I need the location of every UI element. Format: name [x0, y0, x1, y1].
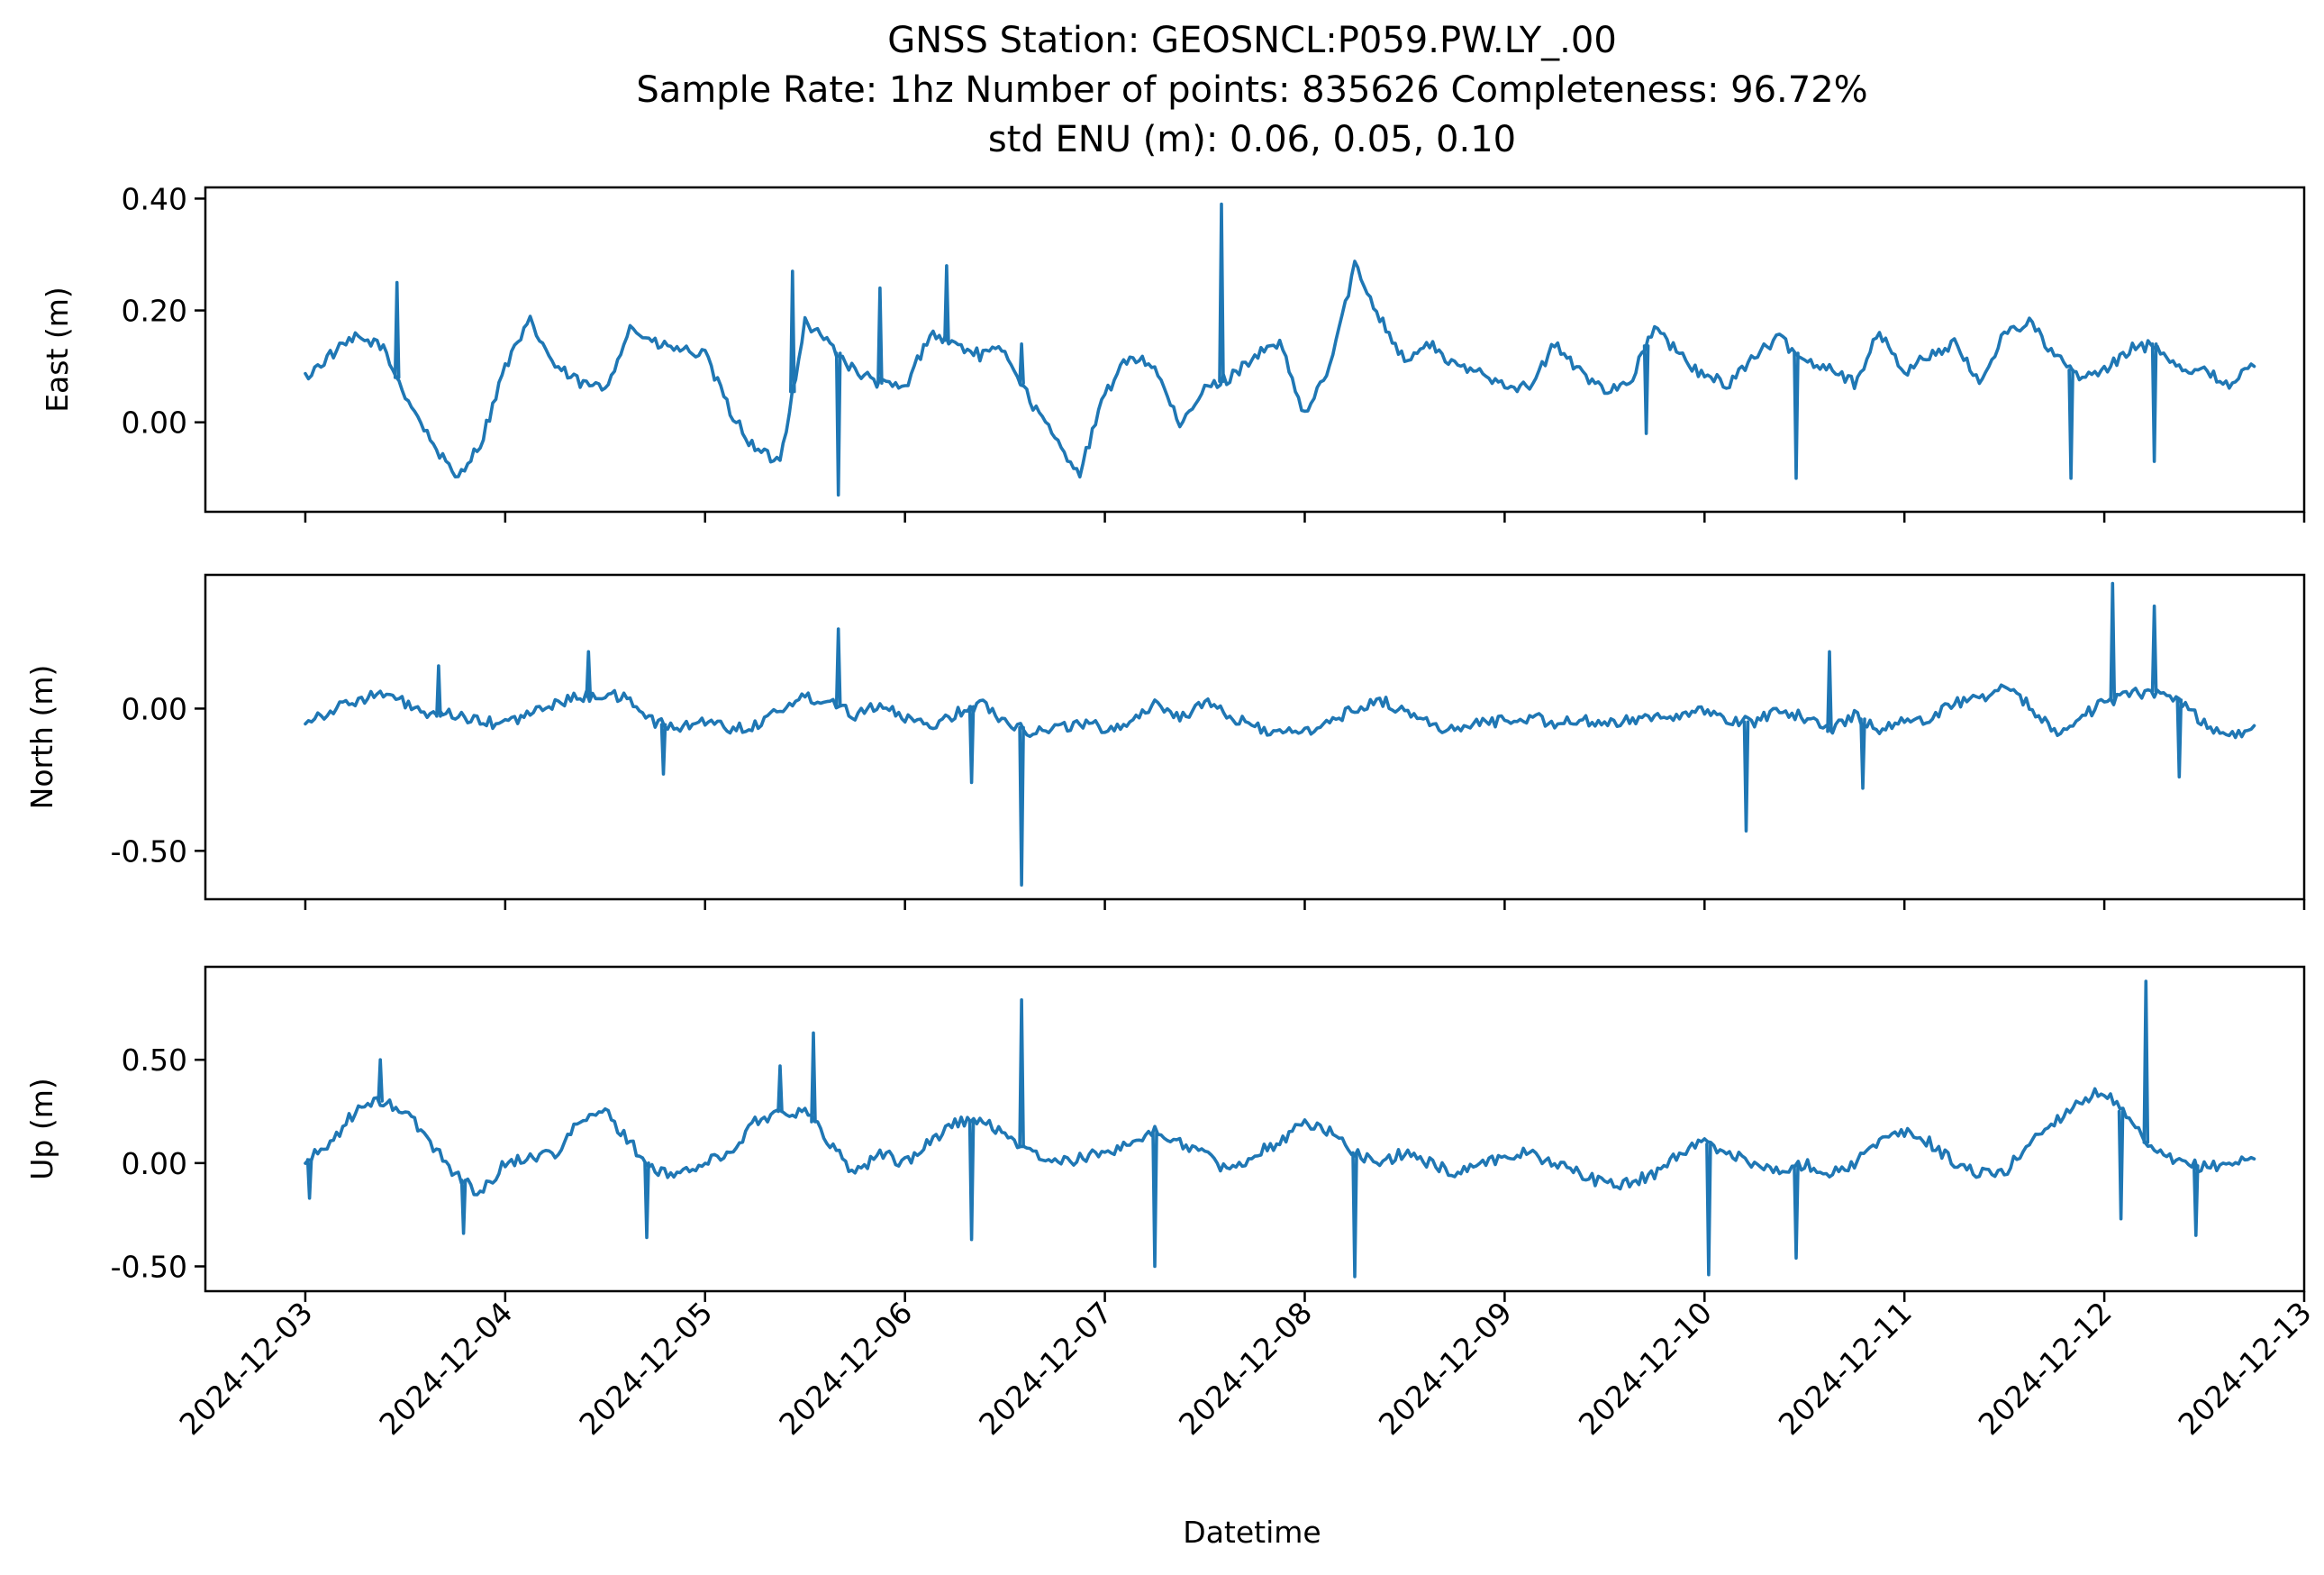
up-spike [1018, 997, 1025, 1148]
panel-up: 0.50 0.00 -0.50 Up (m) [24, 965, 2306, 1302]
east-series [304, 202, 2256, 497]
up-series-line [304, 1087, 2256, 1197]
north-ytick-label: -0.50 [111, 833, 187, 869]
up-ytick-label: -0.50 [111, 1249, 187, 1284]
north-spike [1859, 717, 1866, 790]
east-spike [2067, 368, 2074, 480]
panel-north: 0.00 -0.50 North (m) [24, 573, 2306, 910]
up-spike [643, 1161, 650, 1240]
up-series [304, 979, 2256, 1279]
x-tick-label: 2024-12-03 [172, 1295, 319, 1442]
up-yticks: 0.50 0.00 -0.50 [111, 1042, 205, 1284]
east-xticks [304, 512, 2306, 523]
up-ylabel: Up (m) [24, 1078, 59, 1180]
chart-title: GNSS Station: GEOSNCL:P059.PW.LY_.00 Sam… [636, 20, 1867, 160]
up-spike [2192, 1164, 2200, 1237]
title-line-3: std ENU (m): 0.06, 0.05, 0.10 [988, 119, 1516, 160]
north-plot-frame [204, 573, 2306, 901]
x-tick-label: 2024-12-07 [972, 1295, 1119, 1442]
north-spike [1826, 650, 1833, 733]
up-spike [810, 1031, 817, 1124]
north-spike [2109, 581, 2117, 702]
up-spike [776, 1064, 784, 1114]
east-spike [876, 286, 884, 386]
north-spike [2175, 698, 2183, 779]
x-tick-label: 2024-12-04 [372, 1295, 519, 1442]
north-ytick-label: 0.00 [122, 691, 187, 726]
up-xticks [304, 1291, 2306, 1302]
east-spike [1642, 344, 1650, 435]
panel-east: 0.00 0.20 0.40 East (m) [40, 181, 2306, 523]
x-tick-label: 2024-12-11 [1772, 1295, 1919, 1442]
x-tick-label: 2024-12-13 [2171, 1295, 2318, 1442]
east-yticks: 0.00 0.20 0.40 [122, 181, 205, 441]
east-spike [834, 351, 842, 497]
up-ytick-label: 0.00 [122, 1146, 187, 1181]
north-yticks: 0.00 -0.50 [111, 691, 205, 869]
east-ytick-label: 0.00 [122, 405, 187, 441]
up-plot-frame [204, 965, 2306, 1293]
north-spike [1742, 720, 1750, 833]
east-spike [1018, 341, 1025, 386]
up-spike [2117, 1109, 2125, 1221]
up-spike [1151, 1130, 1158, 1269]
north-spike [967, 705, 976, 785]
east-ytick-label: 0.20 [122, 294, 187, 329]
east-ytick-label: 0.40 [122, 181, 187, 216]
north-xticks [304, 899, 2306, 910]
up-spike [377, 1058, 385, 1103]
north-spike [834, 627, 842, 707]
up-spike [967, 1120, 976, 1242]
north-spike [1018, 725, 1025, 888]
title-line-2: Sample Rate: 1hz Number of points: 83562… [636, 69, 1867, 111]
x-tick-label: 2024-12-08 [1172, 1295, 1319, 1442]
up-spike [459, 1179, 468, 1235]
x-tick-label: 2024-12-05 [572, 1295, 719, 1442]
east-spike [788, 269, 796, 394]
up-spike [1793, 1164, 1800, 1261]
east-series-line [304, 259, 2256, 479]
north-spike [659, 723, 667, 776]
x-tick-labels: 2024-12-03 2024-12-04 2024-12-05 2024-12-06… [172, 1295, 2318, 1442]
east-plot-frame [204, 186, 2306, 514]
x-tick-label: 2024-12-12 [1972, 1295, 2119, 1442]
east-ylabel: East (m) [40, 287, 75, 413]
up-spike [2142, 979, 2150, 1144]
north-spike [2150, 604, 2158, 694]
east-spike [393, 280, 401, 379]
x-tick-label: 2024-12-06 [772, 1295, 919, 1442]
north-spike [585, 650, 593, 698]
up-ytick-label: 0.50 [122, 1042, 187, 1078]
title-line-1: GNSS Station: GEOSNCL:P059.PW.LY_.00 [887, 20, 1617, 61]
east-spike [2150, 341, 2158, 463]
north-series-line [304, 683, 2256, 740]
east-spike [1793, 351, 1800, 480]
east-spike [1218, 202, 1225, 384]
north-spike [435, 664, 442, 718]
x-axis-label: Datetime [1183, 1515, 1321, 1550]
north-ylabel: North (m) [24, 665, 59, 810]
up-spike [1351, 1151, 1358, 1279]
east-spike [943, 264, 950, 342]
up-spike [305, 1158, 313, 1200]
up-spike [1705, 1143, 1712, 1277]
x-tick-label: 2024-12-10 [1572, 1295, 1719, 1442]
x-tick-label: 2024-12-09 [1372, 1295, 1519, 1442]
north-series [304, 581, 2256, 888]
